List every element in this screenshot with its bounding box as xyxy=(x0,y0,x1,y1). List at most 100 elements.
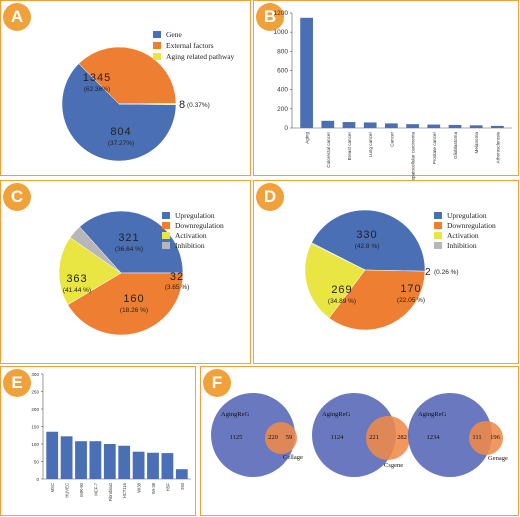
legend-label: Gene xyxy=(166,30,182,39)
venn-circle-b xyxy=(265,422,297,454)
pie-slice xyxy=(304,243,366,319)
bar xyxy=(46,431,59,479)
bar xyxy=(427,124,441,128)
x-category-label: HCT116 xyxy=(122,482,127,498)
panel-a-badge: A xyxy=(3,3,31,31)
slice-value-label: 170 xyxy=(400,283,421,295)
legend-swatch xyxy=(434,232,442,239)
venn-circle-a xyxy=(312,393,396,477)
legend-swatch xyxy=(162,232,170,239)
bar xyxy=(448,124,462,128)
pie-chart-a: Gene External factors Aging related pathwa… xyxy=(61,30,235,162)
slice-percent-label: (22.05 %) xyxy=(397,297,425,304)
legend-label: Upregulation xyxy=(447,211,487,220)
slice-value-label: 321 xyxy=(118,232,139,244)
venn-set-a-label: AgingReG xyxy=(221,411,249,418)
bar xyxy=(406,124,419,128)
slice-value-label: 1345 xyxy=(83,72,111,84)
slice-percent-label: (18.26 %) xyxy=(120,307,148,314)
bar xyxy=(491,125,504,128)
bar xyxy=(118,445,131,479)
y-tick-label: 200 xyxy=(277,106,288,113)
pie-slice xyxy=(67,272,184,336)
bar xyxy=(103,444,116,479)
y-tick-label: 50 xyxy=(34,460,40,465)
slice-percent-label: (37.27%) xyxy=(108,140,134,147)
y-tick-label: 300 xyxy=(31,372,39,377)
legend-swatch xyxy=(153,42,161,49)
venn-set-a-label: AgingReG xyxy=(322,411,350,418)
bar xyxy=(385,123,398,128)
slice-value-label: 32 xyxy=(170,271,184,283)
legend-swatch xyxy=(153,53,161,60)
bar xyxy=(75,441,87,479)
pie-slice xyxy=(58,237,122,306)
bar xyxy=(363,122,377,128)
venn-set-b-label: Cellage xyxy=(283,454,303,461)
legend-swatch xyxy=(434,212,442,219)
panel-f-badge: F xyxy=(203,369,231,397)
venn-only-b: 196 xyxy=(490,434,501,441)
pie-slice xyxy=(328,269,426,331)
pie-slice xyxy=(311,209,426,272)
bar xyxy=(300,17,313,129)
x-category-label: Aging xyxy=(305,132,310,144)
legend-label: Upregulation xyxy=(175,211,215,220)
slice-value-label: 160 xyxy=(123,293,144,305)
slice-percent-label: (34.89 %) xyxy=(328,298,356,305)
bar xyxy=(60,436,73,479)
venn-both: 220 xyxy=(268,434,278,441)
legend-label: External factors xyxy=(166,41,214,50)
x-category-label: Hepatocellular carcinoma xyxy=(411,132,416,184)
venn-circle-b xyxy=(469,421,503,455)
legend-swatch xyxy=(162,222,170,229)
legend-label: Downregulation xyxy=(175,221,224,230)
slice-value-label: 363 xyxy=(66,273,87,285)
slice-percent-label: (62.36%) xyxy=(84,86,110,93)
venn-circle-a xyxy=(211,393,295,477)
pie-slice xyxy=(78,46,177,105)
x-category-label: Glioblastoma xyxy=(453,132,458,159)
panel-f: F AgingReG 1125 220 59 Cellage AgingReG 1124 22… xyxy=(200,366,519,516)
y-tick-label: 200 xyxy=(31,407,39,412)
legend-swatch xyxy=(153,31,161,38)
slice-value-label: 8 xyxy=(179,99,186,111)
bar xyxy=(132,451,145,479)
x-category-label: MCF-7 xyxy=(93,482,98,495)
panel-d: D Upregulation Downregulation Activation In… xyxy=(253,180,519,364)
x-category-label: Lung cancer xyxy=(368,132,373,158)
x-category-label: Breast cancer xyxy=(347,132,352,161)
bar xyxy=(342,122,356,128)
venn-diagrams-f: AgingReG 1125 220 59 Cellage AgingReG 1124 221 2… xyxy=(211,393,508,477)
legend-swatch xyxy=(162,242,170,249)
bar-chart-b: 0 200 400 600 800 1000 1200 Aging Colorectal can… xyxy=(274,10,512,184)
y-tick-label: 600 xyxy=(277,68,288,75)
bar xyxy=(321,120,335,128)
pie-slice xyxy=(61,63,177,162)
pie-chart-c: UpregulationDownregulationActivationInhi… xyxy=(58,210,224,336)
venn-circle-b xyxy=(366,416,410,460)
x-category-label: MSC xyxy=(50,483,55,492)
venn-set-b-label: Csgene xyxy=(384,462,403,469)
bar xyxy=(89,441,102,479)
legend-label: Aging related pathway xyxy=(166,52,235,61)
panel-b: B 0 200 400 600 800 1000 1200 Aging Colorectal c… xyxy=(253,0,519,184)
venn-only-a: 1125 xyxy=(230,434,243,441)
pie-slice xyxy=(69,226,122,274)
bar xyxy=(469,125,483,128)
panel-e-badge: E xyxy=(3,369,31,397)
venn-circle-a xyxy=(408,393,492,477)
legend-swatch xyxy=(434,222,442,229)
y-tick-label: 100 xyxy=(31,442,39,447)
venn-only-a: 1234 xyxy=(427,434,441,441)
x-category-label: WI38 xyxy=(137,482,142,492)
venn-only-b: 59 xyxy=(286,434,293,441)
venn-only-b: 282 xyxy=(397,434,407,441)
panel-c-badge: C xyxy=(3,183,31,211)
x-category-label: Prostate cancer xyxy=(432,132,437,165)
slice-percent-label: (41.44 %) xyxy=(63,287,91,294)
y-tick-label: 400 xyxy=(277,87,288,94)
slice-value-label: 2 xyxy=(425,267,432,278)
legend-label: Inhibition xyxy=(447,241,477,250)
pie-slice xyxy=(79,210,184,274)
